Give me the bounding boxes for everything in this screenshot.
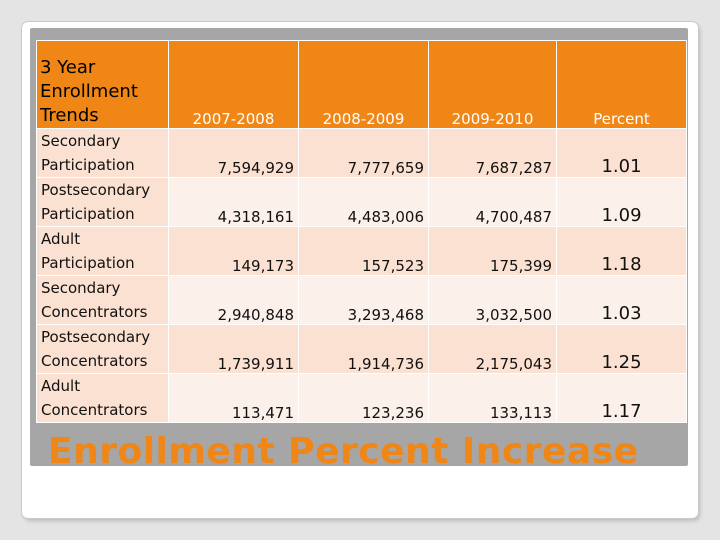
value-cell: 3,032,500 [428,275,557,325]
percent-cell: 1.01 [556,128,687,178]
value-cell: 1,914,736 [298,324,429,374]
value-cell: 123,236 [298,373,429,423]
percent-cell: 1.03 [556,275,687,325]
value-cell: 175,399 [428,226,557,276]
header-2009-2010: 2009-2010 [428,40,557,129]
percent-cell: 1.17 [556,373,687,423]
value-cell: 2,940,848 [168,275,299,325]
value-cell: 7,777,659 [298,128,429,178]
value-cell: 7,594,929 [168,128,299,178]
percent-cell: 1.18 [556,226,687,276]
table-row: Secondary Participation 7,594,929 7,777,… [36,128,687,178]
header-2008-2009: 2008-2009 [298,40,429,129]
header-row: 3 Year Enrollment Trends 2007-2008 2008-… [36,40,687,129]
row-label: Secondary Concentrators [36,275,169,325]
table-row: Postsecondary Concentrators 1,739,911 1,… [36,324,687,374]
row-label: Postsecondary Participation [36,177,169,227]
header-percent: Percent [556,40,687,129]
header-corner: 3 Year Enrollment Trends [36,40,169,129]
value-cell: 1,739,911 [168,324,299,374]
value-cell: 4,318,161 [168,177,299,227]
value-cell: 4,483,006 [298,177,429,227]
table-row: Postsecondary Participation 4,318,161 4,… [36,177,687,227]
table-row: Adult Participation 149,173 157,523 175,… [36,226,687,276]
slide-title: Enrollment Percent Increase [48,431,639,472]
header-2007-2008: 2007-2008 [168,40,299,129]
value-cell: 113,471 [168,373,299,423]
row-label: Secondary Participation [36,128,169,178]
row-label: Adult Participation [36,226,169,276]
value-cell: 2,175,043 [428,324,557,374]
value-cell: 7,687,287 [428,128,557,178]
value-cell: 4,700,487 [428,177,557,227]
value-cell: 3,293,468 [298,275,429,325]
table-row: Secondary Concentrators 2,940,848 3,293,… [36,275,687,325]
percent-cell: 1.25 [556,324,687,374]
table-row: Adult Concentrators 113,471 123,236 133,… [36,373,687,423]
enrollment-table: 3 Year Enrollment Trends 2007-2008 2008-… [36,40,687,423]
value-cell: 149,173 [168,226,299,276]
row-label: Postsecondary Concentrators [36,324,169,374]
percent-cell: 1.09 [556,177,687,227]
value-cell: 133,113 [428,373,557,423]
row-label: Adult Concentrators [36,373,169,423]
value-cell: 157,523 [298,226,429,276]
